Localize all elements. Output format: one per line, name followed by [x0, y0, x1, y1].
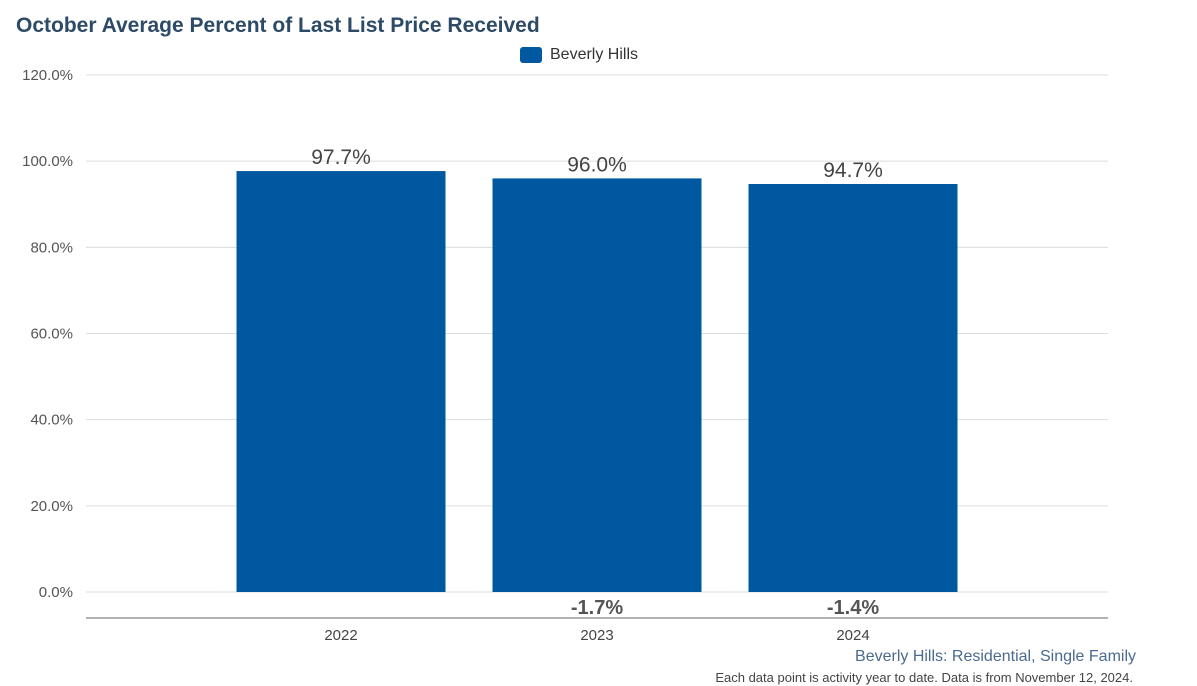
y-axis-ticks: 0.0% 20.0% 40.0% 60.0% 80.0% 100.0% 120.0% [22, 67, 73, 601]
change-label-2024: -1.4% [827, 597, 879, 619]
data-labels: 97.7% 96.0% -1.7% 94.7% -1.4% [311, 146, 883, 619]
value-label-2023: 96.0% [567, 153, 627, 176]
y-tick-label: 120.0% [22, 67, 73, 84]
y-tick-label: 40.0% [30, 412, 73, 429]
bar-2022[interactable] [236, 171, 446, 592]
legend-label: Beverly Hills [550, 46, 639, 63]
legend-swatch [520, 47, 542, 63]
y-tick-label: 80.0% [30, 239, 73, 256]
bars [236, 171, 958, 592]
bar-2023[interactable] [492, 178, 702, 592]
y-tick-label: 0.0% [39, 584, 73, 601]
x-tick-label-2024: 2024 [836, 627, 869, 644]
bar-2024[interactable] [748, 184, 958, 592]
y-tick-label: 60.0% [30, 326, 73, 343]
value-label-2024: 94.7% [823, 159, 883, 182]
change-label-2023: -1.7% [571, 597, 623, 619]
x-tick-label-2022: 2022 [324, 627, 357, 644]
footer-note: Each data point is activity year to date… [715, 670, 1133, 685]
chart-title: October Average Percent of Last List Pri… [16, 14, 540, 37]
y-tick-label: 20.0% [30, 498, 73, 515]
x-tick-label-2023: 2023 [580, 627, 613, 644]
value-label-2022: 97.7% [311, 146, 371, 169]
legend[interactable]: Beverly Hills [520, 46, 638, 64]
footer-subtitle: Beverly Hills: Residential, Single Famil… [855, 648, 1136, 665]
y-tick-label: 100.0% [22, 153, 73, 170]
x-axis-ticks: 2022 2023 2024 [324, 627, 869, 644]
